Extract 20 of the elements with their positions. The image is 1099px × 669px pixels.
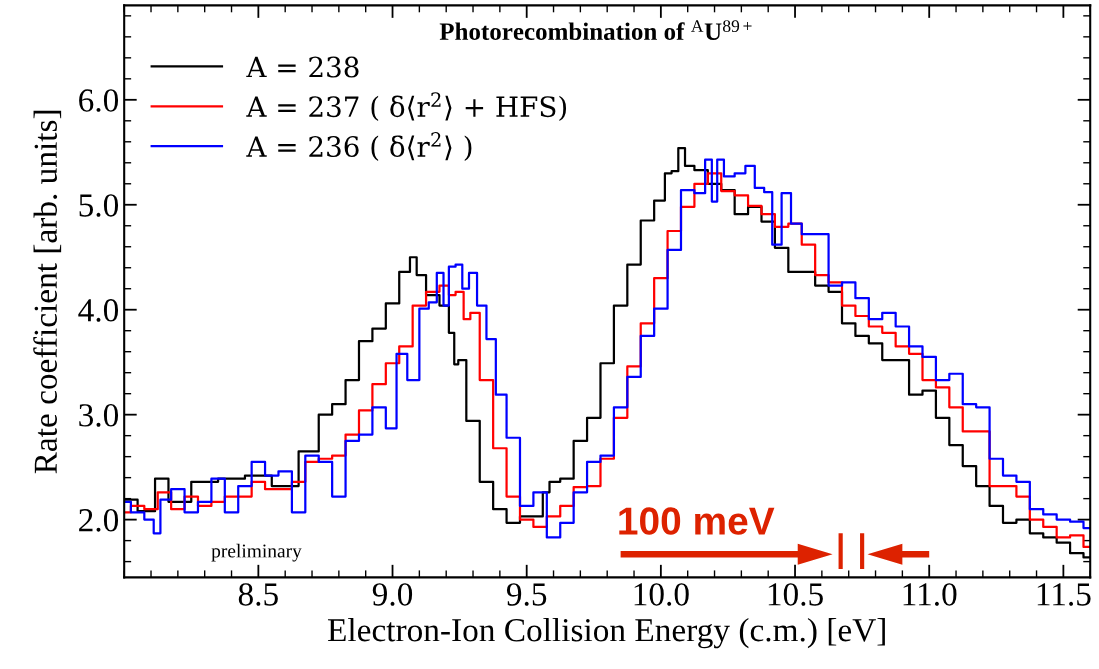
- legend-label: A = 236 ( δ⟨r$^{2}$⟩ ): [246, 132, 472, 161]
- annotation: 100 meV: [619, 507, 775, 535]
- chart-title: Photorecombination of $^{A}$U$^{89+}$: [439, 20, 752, 41]
- x-tick-label: 11.0: [903, 583, 957, 606]
- x-tick-label: 11.5: [1037, 583, 1091, 606]
- y-tick-label: 4.0: [78, 299, 119, 322]
- y-tick-label: 6.0: [79, 89, 119, 112]
- x-tick-label: 9.0: [372, 583, 413, 606]
- annotation: preliminary: [211, 543, 302, 562]
- x-axis-title: Electron-Ion Collision Energy (c.m.) [eV]: [327, 617, 885, 649]
- y-tick-label: 2.0: [79, 509, 119, 532]
- x-tick-label: 10.5: [768, 583, 823, 606]
- legend-label: A = 237 ( δ⟨r$^{2}$⟩ + HFS): [246, 92, 567, 122]
- y-axis-title: Rate coefficient [arb. units]: [33, 110, 62, 474]
- y-tick-label: 5.0: [79, 194, 119, 217]
- x-tick-label: 9.5: [506, 583, 547, 606]
- legend-label: A = 238: [246, 56, 359, 78]
- x-tick-label: 8.5: [238, 583, 278, 606]
- x-tick-label: 10.0: [634, 583, 689, 606]
- y-tick-label: 3.0: [79, 404, 119, 427]
